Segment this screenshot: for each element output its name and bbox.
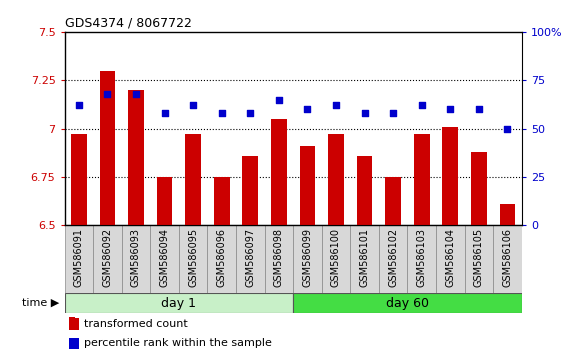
Bar bbox=[493, 225, 522, 293]
Bar bbox=[414, 135, 430, 225]
Text: GSM586104: GSM586104 bbox=[445, 228, 456, 286]
Text: time ▶: time ▶ bbox=[22, 298, 59, 308]
Bar bbox=[471, 152, 487, 225]
Bar bbox=[407, 225, 436, 293]
Bar bbox=[128, 90, 144, 225]
Text: GSM586097: GSM586097 bbox=[245, 228, 255, 287]
Bar bbox=[436, 225, 465, 293]
Bar bbox=[69, 338, 79, 349]
Bar bbox=[385, 177, 401, 225]
Point bbox=[417, 103, 426, 108]
Text: GSM586096: GSM586096 bbox=[217, 228, 227, 286]
Bar bbox=[379, 225, 407, 293]
Bar bbox=[328, 135, 344, 225]
Point bbox=[103, 91, 112, 97]
Bar bbox=[236, 225, 265, 293]
Point bbox=[446, 107, 455, 112]
Bar bbox=[293, 225, 321, 293]
Point bbox=[74, 103, 83, 108]
Point bbox=[332, 103, 341, 108]
Point bbox=[131, 91, 140, 97]
Point bbox=[475, 107, 484, 112]
Text: GSM586099: GSM586099 bbox=[302, 228, 312, 286]
Bar bbox=[69, 317, 75, 329]
Bar bbox=[69, 318, 79, 330]
Text: GSM586101: GSM586101 bbox=[360, 228, 370, 286]
Bar bbox=[443, 127, 458, 225]
Text: GSM586106: GSM586106 bbox=[503, 228, 512, 286]
Bar bbox=[465, 225, 493, 293]
Bar bbox=[271, 119, 287, 225]
Text: GSM586102: GSM586102 bbox=[388, 228, 398, 287]
Point bbox=[274, 97, 283, 102]
Text: GSM586098: GSM586098 bbox=[274, 228, 284, 286]
Bar bbox=[65, 225, 93, 293]
Text: GSM586091: GSM586091 bbox=[74, 228, 84, 286]
Point bbox=[360, 110, 369, 116]
Bar bbox=[300, 146, 315, 225]
Bar bbox=[93, 225, 122, 293]
Point bbox=[217, 110, 226, 116]
Text: percentile rank within the sample: percentile rank within the sample bbox=[84, 338, 272, 348]
Bar bbox=[99, 70, 115, 225]
Bar bbox=[500, 204, 516, 225]
Bar bbox=[321, 225, 350, 293]
Text: transformed count: transformed count bbox=[84, 319, 187, 329]
Bar bbox=[357, 156, 373, 225]
Bar bbox=[242, 156, 258, 225]
Text: GSM586093: GSM586093 bbox=[131, 228, 141, 286]
Point bbox=[503, 126, 512, 132]
Point bbox=[389, 110, 398, 116]
Point bbox=[160, 110, 169, 116]
Bar bbox=[293, 293, 522, 313]
Text: day 1: day 1 bbox=[162, 297, 196, 309]
Bar bbox=[150, 225, 179, 293]
Bar bbox=[208, 225, 236, 293]
Text: GSM586105: GSM586105 bbox=[474, 228, 484, 287]
Text: GSM586100: GSM586100 bbox=[331, 228, 341, 286]
Point bbox=[246, 110, 255, 116]
Bar bbox=[350, 225, 379, 293]
Bar bbox=[71, 135, 86, 225]
Text: GSM586092: GSM586092 bbox=[102, 228, 112, 287]
Bar bbox=[65, 293, 293, 313]
Text: day 60: day 60 bbox=[386, 297, 429, 309]
Bar bbox=[185, 135, 201, 225]
Bar bbox=[122, 225, 150, 293]
Bar bbox=[214, 177, 229, 225]
Text: GSM586094: GSM586094 bbox=[159, 228, 169, 286]
Text: GSM586103: GSM586103 bbox=[417, 228, 427, 286]
Text: GDS4374 / 8067722: GDS4374 / 8067722 bbox=[65, 16, 191, 29]
Text: GSM586095: GSM586095 bbox=[188, 228, 198, 287]
Point bbox=[188, 103, 197, 108]
Bar bbox=[265, 225, 293, 293]
Point bbox=[303, 107, 312, 112]
Bar bbox=[157, 177, 172, 225]
Bar bbox=[179, 225, 208, 293]
